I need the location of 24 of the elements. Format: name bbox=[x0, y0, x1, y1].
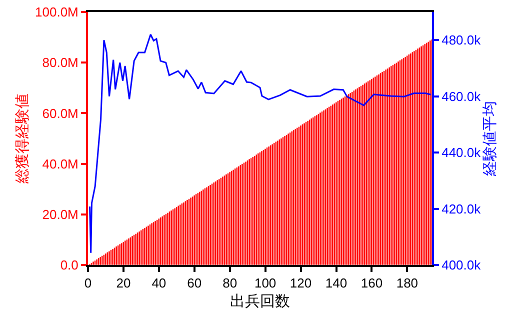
y-tick-label: 0.0 bbox=[60, 258, 78, 273]
x-tick-label: 20 bbox=[116, 276, 131, 291]
x-tick-label: 180 bbox=[396, 276, 418, 291]
x-tick-label: 120 bbox=[290, 276, 312, 291]
y-tick-label: 60.0M bbox=[42, 106, 78, 121]
y2-tick-label: 440.0k bbox=[442, 145, 482, 160]
x-tick-label: 40 bbox=[152, 276, 166, 291]
x-tick-label: 80 bbox=[222, 276, 238, 291]
y-tick-label: 80.0M bbox=[42, 55, 78, 70]
x-tick-label: 0 bbox=[84, 276, 92, 291]
y-axis-title: 総獲得経験値 bbox=[14, 94, 31, 184]
y2-tick-label: 480.0k bbox=[442, 32, 482, 48]
y2-tick-label: 400.0k bbox=[442, 258, 482, 273]
x-tick-label: 100 bbox=[254, 276, 276, 291]
x-tick-label: 60 bbox=[187, 276, 202, 291]
y-tick-label: 20.0M bbox=[42, 206, 78, 222]
x-axis-title: 出兵回数 bbox=[230, 293, 290, 310]
y2-tick-label: 420.0k bbox=[442, 201, 482, 216]
y-tick-label: 100.0M bbox=[35, 4, 78, 20]
y2-axis-title: 経験値平均 bbox=[482, 101, 499, 177]
x-tick-label: 140 bbox=[325, 276, 348, 291]
y2-tick-label: 460.0k bbox=[442, 88, 482, 104]
y-tick-label: 40.0M bbox=[42, 156, 78, 172]
x-tick-label: 160 bbox=[360, 276, 383, 291]
